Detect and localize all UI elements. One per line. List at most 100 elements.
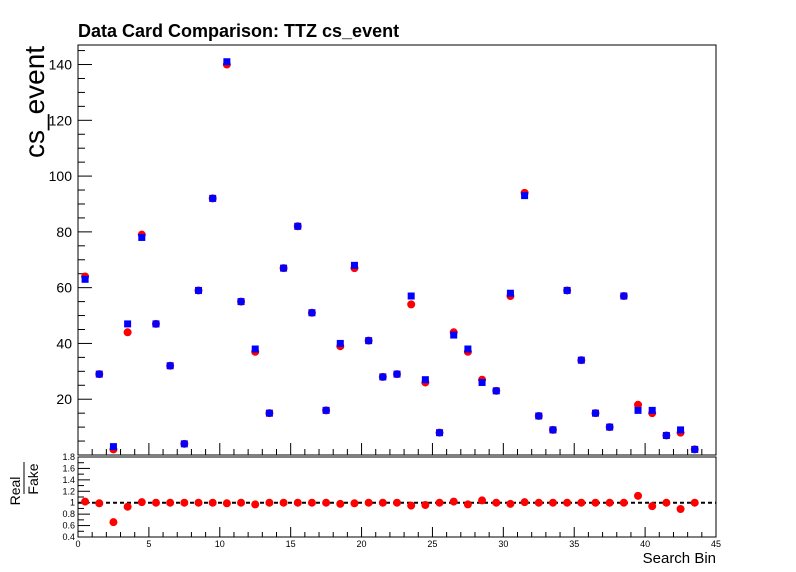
ratio-point — [520, 498, 529, 507]
x-tick-label: 0 — [75, 539, 80, 549]
ratio-point — [307, 498, 316, 507]
ratio-y-tick-label: 1 — [70, 498, 75, 508]
ratio-x-axis: 0 5 10 15 20 25 30 35 40 45 — [75, 527, 721, 549]
ratio-point — [548, 498, 557, 507]
ratio-points — [81, 491, 699, 527]
ratio-y-tick-label: 1.2 — [62, 486, 75, 496]
ratio-point — [648, 502, 657, 511]
point-fake — [336, 339, 344, 347]
ratio-point — [279, 498, 288, 507]
ratio-point — [222, 499, 231, 508]
main-y-tick-label: 140 — [49, 57, 73, 73]
ratio-y-tick-label: 0.4 — [62, 532, 75, 542]
ratio-label-numerator: Real — [7, 477, 23, 506]
ratio-point — [95, 499, 104, 508]
point-fake — [549, 426, 557, 434]
point-fake — [421, 376, 429, 384]
ratio-point — [137, 498, 146, 507]
main-plot-frame — [77, 44, 717, 456]
ratio-point — [478, 496, 487, 505]
ratio-point — [619, 498, 628, 507]
ratio-point — [265, 498, 274, 507]
main-plot: 20 40 60 80 100 120 140 — [49, 44, 717, 456]
ratio-point — [336, 499, 345, 508]
point-fake — [280, 264, 288, 272]
point-real — [407, 300, 416, 309]
main-x-axis — [91, 443, 703, 455]
ratio-point — [393, 498, 401, 507]
main-y-tick-label: 100 — [49, 168, 73, 184]
x-tick-label: 20 — [357, 539, 367, 549]
ratio-point — [322, 498, 331, 507]
ratio-y-tick-label: 1.6 — [62, 463, 75, 473]
ratio-point — [463, 500, 472, 509]
ratio-label-denominator: Fake — [25, 463, 41, 494]
main-y-tick-label: 120 — [49, 112, 73, 128]
ratio-point — [662, 498, 671, 507]
ratio-point — [634, 491, 643, 500]
point-fake — [606, 423, 614, 431]
ratio-point — [364, 498, 373, 507]
point-fake — [478, 378, 486, 386]
ratio-y-tick-label: 1.4 — [62, 475, 75, 485]
ratio-point — [194, 498, 203, 507]
point-fake — [152, 320, 160, 328]
ratio-point — [151, 498, 160, 507]
ratio-point — [492, 498, 501, 507]
x-tick-label: 10 — [215, 539, 225, 549]
point-fake — [294, 222, 302, 230]
point-fake — [535, 412, 543, 420]
main-y-tick-label: 40 — [56, 335, 72, 351]
point-fake — [436, 429, 444, 437]
point-fake — [464, 345, 472, 353]
point-fake — [521, 192, 529, 200]
ratio-point — [123, 502, 132, 511]
ratio-point — [407, 501, 416, 510]
point-fake — [180, 440, 188, 448]
ratio-point — [350, 499, 359, 508]
x-tick-label: 15 — [286, 539, 296, 549]
ratio-point — [563, 498, 572, 507]
ratio-point — [676, 505, 685, 513]
ratio-point — [534, 498, 543, 507]
point-fake — [109, 443, 117, 451]
point-fake — [634, 406, 642, 414]
point-fake — [677, 426, 685, 434]
point-fake — [195, 286, 203, 294]
point-fake — [251, 345, 259, 353]
ratio-y-tick-label: 0.8 — [62, 509, 75, 519]
ratio-point — [378, 498, 387, 507]
ratio-point — [166, 498, 175, 507]
ratio-point — [605, 498, 614, 507]
point-fake — [138, 233, 146, 241]
ratio-y-tick-label: 0.6 — [62, 521, 75, 531]
x-tick-label: 5 — [146, 539, 151, 549]
point-real — [123, 328, 132, 337]
point-fake — [563, 286, 571, 294]
main-y-tick-label: 20 — [56, 391, 72, 407]
point-fake — [591, 409, 599, 417]
point-fake — [308, 309, 316, 317]
ratio-point — [591, 498, 600, 507]
point-fake — [237, 298, 245, 306]
point-fake — [365, 337, 373, 345]
point-fake — [322, 406, 330, 414]
x-tick-label: 40 — [640, 539, 650, 549]
ratio-plot: 0.40.6 0.81 1.21.4 1.61.8 0 5 10 15 20 25 30 35 40 4… — [7, 452, 721, 549]
point-fake — [350, 261, 358, 269]
y-axis-label: cs_event — [19, 46, 50, 158]
ratio-y-tick-label: 1.8 — [62, 452, 75, 462]
point-fake — [662, 431, 670, 439]
point-real — [634, 400, 643, 409]
point-fake — [506, 289, 514, 297]
x-tick-label: 35 — [569, 539, 579, 549]
ratio-y-axis: 0.40.6 0.81 1.21.4 1.61.8 — [62, 452, 90, 542]
main-y-tick-label: 80 — [56, 224, 72, 240]
main-y-axis: 20 40 60 80 100 120 140 — [49, 50, 92, 442]
ratio-point — [109, 518, 118, 527]
chart-title: Data Card Comparison: TTZ cs_event — [78, 21, 399, 41]
ratio-point — [690, 498, 699, 507]
point-fake — [648, 406, 656, 414]
point-fake — [450, 331, 458, 339]
point-fake — [265, 409, 273, 417]
